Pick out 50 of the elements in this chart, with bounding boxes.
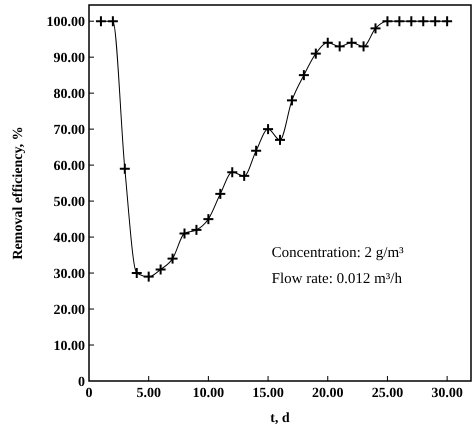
x-tick-label: 30.00 (431, 386, 463, 401)
point (118, 162, 131, 175)
point (334, 40, 346, 52)
point (130, 267, 143, 280)
y-tick-label: 40.00 (54, 231, 85, 246)
y-tick-label: 30.00 (54, 267, 85, 282)
point (310, 48, 322, 60)
y-tick-label: 100.00 (46, 15, 85, 30)
point (381, 15, 394, 28)
point (358, 40, 370, 52)
point (250, 144, 262, 157)
y-tick-label: 60.00 (54, 159, 85, 174)
point (417, 15, 430, 28)
point (405, 15, 418, 28)
point (274, 134, 286, 146)
y-tick-label: 90.00 (54, 51, 85, 66)
y-axis-title: Removal efficiency, % (11, 126, 26, 260)
x-tick-label: 25.00 (372, 386, 404, 401)
x-axis-title: t, d (270, 411, 290, 426)
point (238, 170, 250, 182)
point (298, 69, 310, 82)
point (166, 252, 179, 265)
point (429, 15, 442, 28)
annotation: Flow rate: 0.012 m³/h (272, 271, 402, 288)
x-tick-label: 20.00 (312, 386, 344, 401)
y-tick-label: 20.00 (54, 303, 85, 318)
point (286, 94, 298, 106)
x-tick-label: 10.00 (192, 386, 224, 401)
y-tick-label: 50.00 (54, 195, 85, 210)
y-tick-label: 70.00 (54, 123, 85, 138)
point (441, 15, 454, 28)
point (106, 15, 119, 28)
point (178, 227, 190, 240)
annotation: Concentration: 2 g/m³ (272, 245, 404, 262)
point (393, 15, 406, 28)
point (154, 263, 167, 276)
point (370, 22, 382, 34)
point (346, 36, 358, 49)
y-tick-label: 80.00 (54, 87, 85, 102)
point (214, 188, 226, 200)
y-tick-label: 0 (78, 375, 85, 390)
point (226, 166, 238, 178)
point (322, 36, 334, 49)
point (190, 224, 202, 236)
point (262, 123, 274, 136)
x-tick-label: 15.00 (252, 386, 284, 401)
point (202, 213, 214, 226)
point (142, 270, 155, 283)
x-tick-label: 5.00 (136, 386, 161, 401)
y-tick-label: 10.00 (54, 339, 85, 354)
